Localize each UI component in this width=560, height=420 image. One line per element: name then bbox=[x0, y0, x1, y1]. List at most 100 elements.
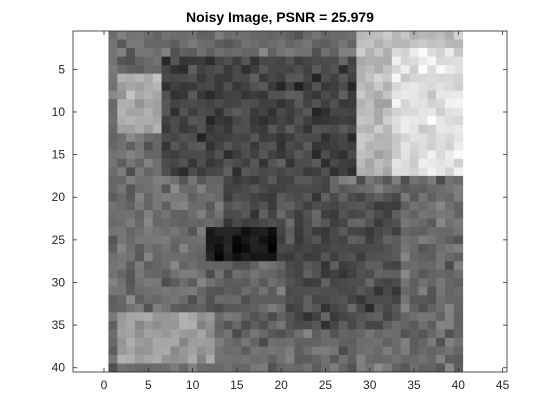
pixel-cell bbox=[267, 227, 278, 236]
pixel-cell bbox=[409, 337, 419, 347]
pixel-cell bbox=[427, 167, 437, 177]
pixel-cell bbox=[135, 295, 145, 305]
pixel-cell bbox=[383, 175, 393, 185]
x-tick-label: 25 bbox=[319, 378, 333, 392]
pixel-cell bbox=[356, 201, 366, 211]
pixel-cell bbox=[205, 99, 216, 109]
pixel-cell bbox=[400, 346, 410, 356]
pixel-cell bbox=[391, 278, 402, 288]
pixel-cell bbox=[374, 82, 384, 92]
pixel-cell bbox=[179, 235, 189, 245]
pixel-cell bbox=[250, 252, 260, 262]
pixel-cell bbox=[232, 235, 242, 245]
pixel-cell bbox=[276, 31, 286, 40]
pixel-cell bbox=[117, 337, 127, 347]
pixel-cell bbox=[418, 65, 428, 75]
pixel-cell bbox=[205, 107, 216, 117]
pixel-cell bbox=[232, 48, 242, 57]
pixel-cell bbox=[312, 312, 322, 322]
pixel-cell bbox=[445, 56, 455, 66]
pixel-cell bbox=[391, 354, 402, 364]
pixel-cell bbox=[179, 82, 189, 92]
pixel-cell bbox=[214, 295, 224, 305]
pixel-cell bbox=[321, 124, 331, 134]
pixel-cell bbox=[205, 312, 216, 322]
pixel-cell bbox=[250, 363, 260, 373]
pixel-cell bbox=[223, 286, 233, 296]
pixel-cell bbox=[321, 141, 331, 151]
pixel-cell bbox=[445, 65, 455, 75]
pixel-cell bbox=[108, 39, 118, 49]
pixel-cell bbox=[276, 141, 286, 151]
pixel-cell bbox=[143, 346, 154, 356]
pixel-cell bbox=[267, 65, 278, 75]
pixel-cell bbox=[214, 269, 224, 279]
pixel-cell bbox=[250, 286, 260, 296]
pixel-cell bbox=[383, 158, 393, 168]
pixel-cell bbox=[267, 218, 278, 228]
pixel-cell bbox=[356, 303, 366, 313]
pixel-cell bbox=[197, 218, 207, 228]
pixel-cell bbox=[232, 82, 242, 92]
pixel-cell bbox=[143, 65, 154, 75]
pixel-cell bbox=[347, 346, 357, 356]
pixel-cell bbox=[427, 150, 437, 160]
pixel-cell bbox=[391, 337, 402, 347]
pixel-cell bbox=[294, 48, 304, 57]
pixel-cell bbox=[188, 252, 198, 262]
pixel-cell bbox=[321, 244, 331, 254]
pixel-cell bbox=[276, 192, 286, 202]
pixel-cell bbox=[197, 312, 207, 322]
pixel-cell bbox=[267, 39, 278, 49]
pixel-cell bbox=[374, 295, 384, 305]
pixel-cell bbox=[436, 261, 446, 271]
pixel-cell bbox=[329, 133, 340, 143]
pixel-cell bbox=[356, 150, 366, 160]
pixel-cell bbox=[267, 286, 278, 296]
pixel-cell bbox=[197, 158, 207, 168]
pixel-cell bbox=[267, 346, 278, 356]
pixel-cell bbox=[409, 124, 419, 134]
pixel-cell bbox=[161, 48, 171, 57]
pixel-cell bbox=[427, 141, 437, 151]
pixel-cell bbox=[188, 320, 198, 330]
pixel-cell bbox=[108, 218, 118, 228]
pixel-cell bbox=[338, 133, 348, 143]
pixel-cell bbox=[383, 261, 393, 271]
pixel-cell bbox=[285, 99, 295, 109]
pixel-cell bbox=[427, 244, 437, 254]
pixel-cell bbox=[356, 192, 366, 202]
pixel-cell bbox=[285, 303, 295, 313]
pixel-cell bbox=[338, 167, 348, 177]
pixel-cell bbox=[152, 141, 162, 151]
pixel-cell bbox=[347, 90, 357, 100]
pixel-cell bbox=[453, 346, 464, 356]
pixel-cell bbox=[152, 150, 162, 160]
pixel-cell bbox=[427, 235, 437, 245]
pixel-cell bbox=[285, 82, 295, 92]
pixel-cell bbox=[374, 201, 384, 211]
pixel-cell bbox=[329, 150, 340, 160]
pixel-cell bbox=[436, 329, 446, 339]
pixel-cell bbox=[436, 107, 446, 117]
y-tick-label: 10 bbox=[52, 105, 66, 119]
pixel-cell bbox=[117, 303, 127, 313]
pixel-cell bbox=[329, 82, 340, 92]
pixel-cell bbox=[214, 286, 224, 296]
pixel-cell bbox=[126, 150, 136, 160]
pixel-cell bbox=[303, 82, 313, 92]
pixel-cell bbox=[267, 252, 278, 262]
pixel-cell bbox=[241, 261, 251, 271]
pixel-cell bbox=[365, 39, 375, 49]
pixel-cell bbox=[161, 39, 171, 49]
pixel-cell bbox=[126, 192, 136, 202]
x-tick-label: 10 bbox=[186, 378, 200, 392]
pixel-cell bbox=[143, 184, 154, 194]
pixel-cell bbox=[188, 82, 198, 92]
pixel-cell bbox=[241, 73, 251, 83]
pixel-cell bbox=[383, 73, 393, 83]
pixel-cell bbox=[383, 90, 393, 100]
pixel-cell bbox=[312, 31, 322, 40]
pixel-cell bbox=[250, 303, 260, 313]
pixel-cell bbox=[188, 261, 198, 271]
